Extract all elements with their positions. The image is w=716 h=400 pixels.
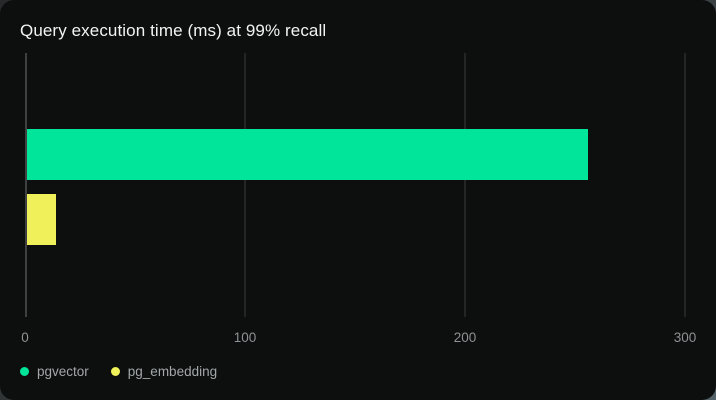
legend-dot-icon (110, 367, 120, 376)
legend-label: pgvector (37, 364, 89, 379)
gridline-100 (244, 53, 246, 317)
bar-pgvector (27, 129, 588, 180)
gridline-300 (684, 53, 686, 317)
x-axis: 0 100 200 300 (0, 330, 716, 346)
legend: pgvector pg_embedding (20, 364, 217, 379)
x-tick-label-100: 100 (233, 330, 257, 345)
axis-zero-line (25, 53, 27, 317)
x-tick-label-300: 300 (673, 330, 697, 345)
legend-label: pg_embedding (127, 364, 218, 379)
legend-item-pg_embedding: pg_embedding (110, 364, 218, 379)
bar-pg_embedding (27, 194, 56, 245)
plot-area (25, 53, 686, 317)
x-tick-label-0: 0 (21, 330, 29, 345)
x-tick-label-200: 200 (453, 330, 477, 345)
legend-item-pgvector: pgvector (20, 364, 89, 379)
chart-title: Query execution time (ms) at 99% recall (20, 21, 327, 40)
gridline-200 (464, 53, 466, 317)
legend-dot-icon (20, 367, 29, 376)
